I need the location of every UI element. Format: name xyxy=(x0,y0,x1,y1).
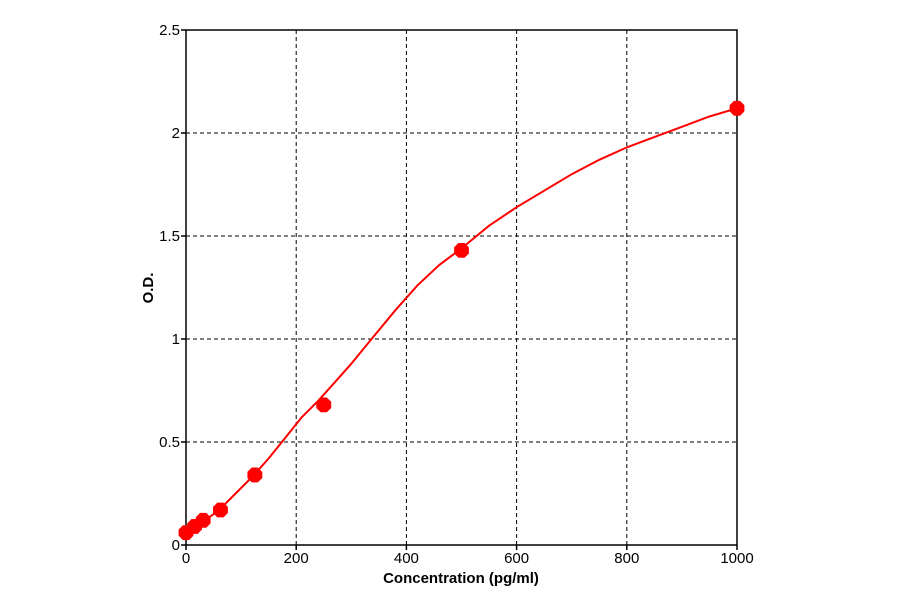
data-point xyxy=(729,100,745,116)
y-axis-ticks: 0 0.5 1 1.5 2 2.5 xyxy=(159,22,186,554)
y-axis-title: O.D. xyxy=(140,273,157,304)
x-tick-label: 600 xyxy=(504,550,529,567)
y-tick-label: 2.5 xyxy=(159,22,180,39)
y-tick-label: 2 xyxy=(172,125,180,142)
x-tick-label: 1000 xyxy=(720,550,753,567)
y-tick-label: 1.5 xyxy=(159,228,180,245)
x-axis-title: Concentration (pg/ml) xyxy=(383,570,539,587)
data-point xyxy=(195,512,211,528)
x-tick-label: 800 xyxy=(614,550,639,567)
data-point xyxy=(213,502,228,518)
x-axis-ticks: 0 200 400 600 800 1000 xyxy=(182,545,754,567)
x-tick-label: 400 xyxy=(394,550,419,567)
data-point xyxy=(247,467,263,483)
plot-frame xyxy=(185,29,738,546)
fit-curve-line xyxy=(185,107,738,534)
data-point xyxy=(316,397,332,413)
y-tick-label: 0.5 xyxy=(159,434,180,451)
data-points xyxy=(178,100,745,541)
y-tick-label: 1 xyxy=(172,331,180,348)
x-tick-label: 0 xyxy=(182,550,190,567)
grid-lines xyxy=(186,30,737,545)
data-point xyxy=(454,243,469,258)
x-tick-label: 200 xyxy=(284,550,309,567)
y-tick-label: 0 xyxy=(172,537,180,554)
